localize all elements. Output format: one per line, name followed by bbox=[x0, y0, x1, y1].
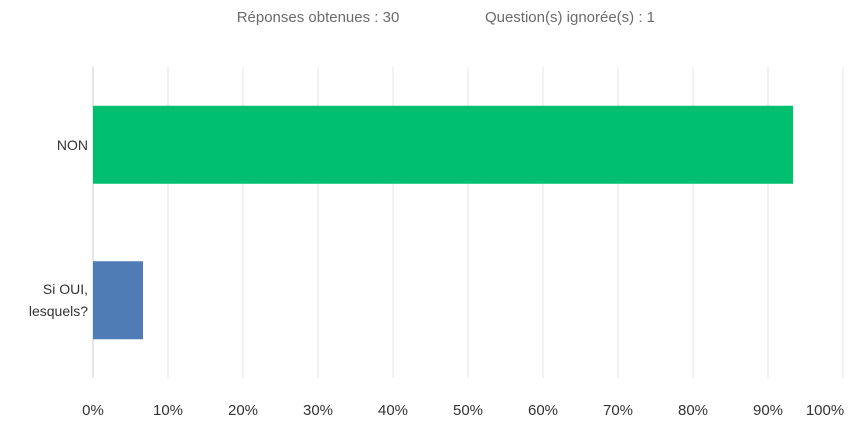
y-tick-label: NON bbox=[56, 136, 88, 153]
x-tick-label: 50% bbox=[453, 402, 483, 419]
x-tick-label: 20% bbox=[228, 402, 258, 419]
x-tick-label: 90% bbox=[753, 402, 783, 419]
answered-count: Réponses obtenues : 30 bbox=[237, 9, 400, 26]
x-tick-label: 60% bbox=[528, 402, 558, 419]
x-tick-label: 10% bbox=[153, 402, 183, 419]
x-tick-label: 40% bbox=[378, 402, 408, 419]
x-tick-label: 30% bbox=[303, 402, 333, 419]
x-tick-label: 70% bbox=[603, 402, 633, 419]
bar bbox=[93, 105, 793, 184]
bar bbox=[93, 261, 144, 340]
x-tick-label: 100% bbox=[806, 402, 844, 419]
y-tick-label: Si OUI, lesquels? bbox=[28, 281, 88, 320]
x-tick-label: 0% bbox=[82, 402, 104, 419]
x-tick-label: 80% bbox=[678, 402, 708, 419]
skipped-count: Question(s) ignorée(s) : 1 bbox=[485, 9, 655, 26]
